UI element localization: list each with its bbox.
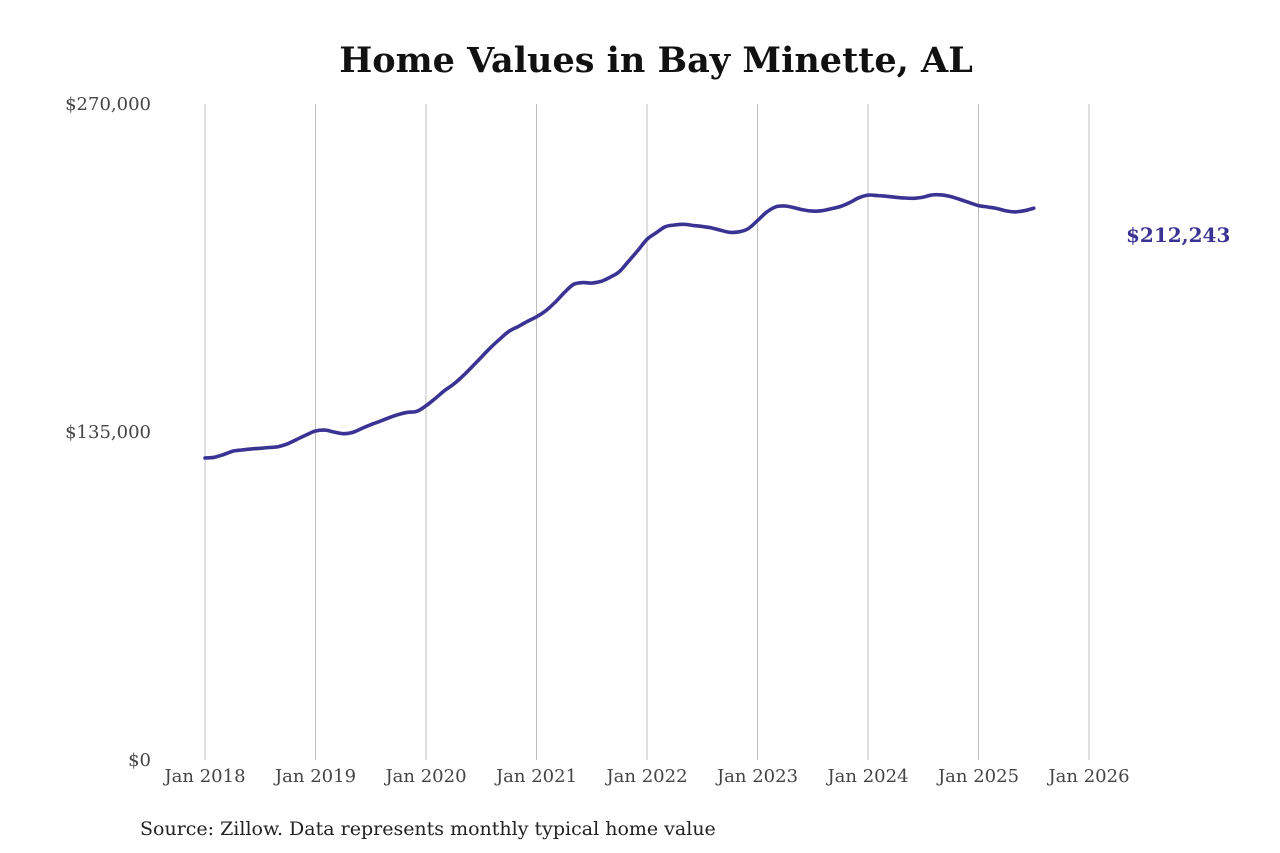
x-tick-label: Jan 2024 — [825, 766, 908, 787]
source-note: Source: Zillow. Data represents monthly … — [140, 818, 716, 840]
y-axis-tick-labels: $0 $135,000 $270,000 — [65, 94, 151, 771]
chart-title: Home Values in Bay Minette, AL — [339, 40, 973, 81]
x-tick-label: Jan 2022 — [604, 766, 687, 787]
y-tick-label: $0 — [128, 750, 151, 771]
x-tick-label: Jan 2019 — [273, 766, 356, 787]
x-axis-tick-labels: Jan 2018 Jan 2019 Jan 2020 Jan 2021 Jan 2022… — [162, 766, 1129, 787]
home-value-series-line — [205, 195, 1034, 458]
y-tick-label: $135,000 — [65, 422, 151, 443]
x-tick-label: Jan 2026 — [1046, 766, 1129, 787]
x-tick-label: Jan 2021 — [494, 766, 577, 787]
y-tick-label: $270,000 — [65, 94, 151, 115]
x-tick-label: Jan 2025 — [936, 766, 1019, 787]
x-tick-label: Jan 2018 — [162, 766, 245, 787]
x-tick-label: Jan 2020 — [383, 766, 466, 787]
latest-value-label: $212,243 — [1126, 223, 1230, 247]
x-tick-label: Jan 2023 — [715, 766, 798, 787]
